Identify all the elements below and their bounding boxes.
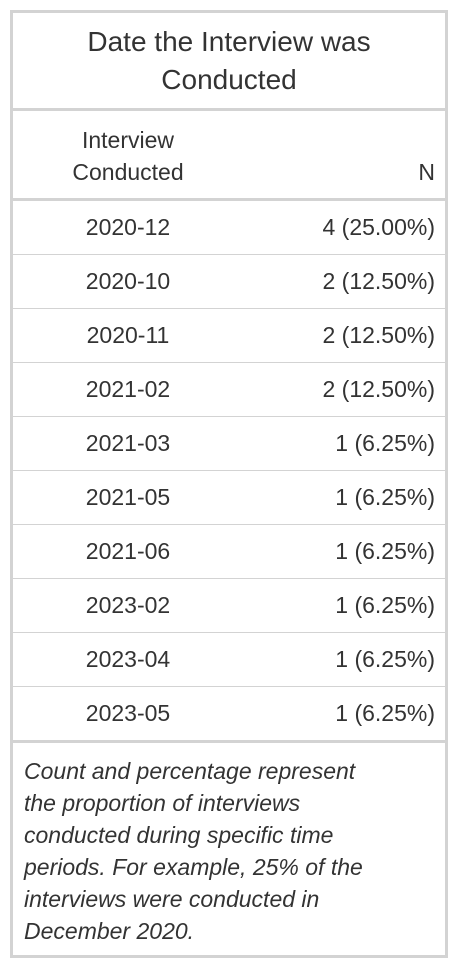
row-date: 2020-10 — [85, 268, 171, 294]
row-count: 1 (6.25%) — [335, 538, 435, 564]
column-header-line-2: Conducted — [72, 159, 184, 185]
table-title-line-1: Date the Interview was — [87, 25, 371, 57]
row-count: 2 (12.50%) — [322, 268, 435, 294]
footnote-line: December 2020. — [24, 918, 195, 944]
column-header-line-1: Interview — [81, 127, 175, 153]
footnote-line: Count and percentage represent — [24, 758, 356, 784]
row-count: 1 (6.25%) — [335, 646, 435, 672]
row-count: 2 (12.50%) — [322, 376, 435, 402]
table-title-line-2: Conducted — [161, 63, 297, 95]
column-header-interview-conducted: Interview Conducted — [13, 124, 268, 188]
summary-table: Date the Interview was Conducted Intervi… — [10, 10, 448, 958]
table-row: 2021-02 2 (12.50%) — [13, 363, 445, 417]
table-row: 2021-03 1 (6.25%) — [13, 417, 445, 471]
row-date: 2021-02 — [85, 376, 171, 402]
table-header: Interview Conducted N — [13, 111, 445, 201]
row-date: 2023-04 — [85, 646, 171, 672]
footnote-line: interviews were conducted in — [24, 886, 320, 912]
row-count: 2 (12.50%) — [322, 322, 435, 348]
footnote-line: the proportion of interviews — [24, 790, 301, 816]
row-count: 4 (25.00%) — [322, 214, 435, 240]
row-date: 2020-11 — [86, 322, 170, 348]
row-date: 2021-03 — [85, 430, 171, 456]
table-row: 2021-06 1 (6.25%) — [13, 525, 445, 579]
table-title: Date the Interview was Conducted — [13, 13, 445, 111]
row-date: 2023-02 — [85, 592, 171, 618]
row-date: 2021-06 — [85, 538, 171, 564]
row-date: 2021-05 — [85, 484, 171, 510]
table-body: 2020-12 4 (25.00%) 2020-10 2 (12.50%) 20… — [13, 201, 445, 743]
table-row: 2023-04 1 (6.25%) — [13, 633, 445, 687]
table-footnote: Count and percentage represent the propo… — [13, 743, 445, 947]
row-date: 2020-12 — [85, 214, 171, 240]
row-count: 1 (6.25%) — [335, 592, 435, 618]
row-count: 1 (6.25%) — [335, 700, 435, 726]
table-row: 2023-02 1 (6.25%) — [13, 579, 445, 633]
table-row: 2020-10 2 (12.50%) — [13, 255, 445, 309]
table-row: 2021-05 1 (6.25%) — [13, 471, 445, 525]
footnote-line: periods. For example, 25% of the — [24, 854, 363, 880]
row-count: 1 (6.25%) — [335, 484, 435, 510]
table-row: 2020-12 4 (25.00%) — [13, 201, 445, 255]
footnote-line: conducted during specific time — [24, 822, 334, 848]
row-count: 1 (6.25%) — [335, 430, 435, 456]
table-row: 2020-11 2 (12.50%) — [13, 309, 445, 363]
table-row: 2023-05 1 (6.25%) — [13, 687, 445, 743]
column-header-n: N — [418, 159, 435, 185]
row-date: 2023-05 — [85, 700, 171, 726]
